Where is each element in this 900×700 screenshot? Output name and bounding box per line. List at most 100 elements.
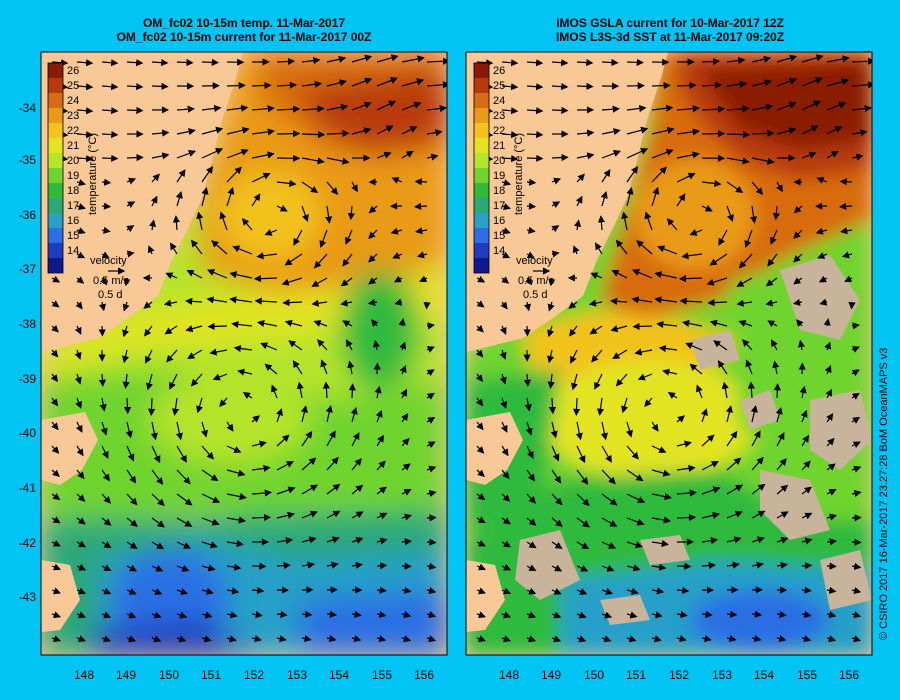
right-velocity-arrow [651, 104, 674, 112]
left-velocity-arrow [176, 493, 193, 506]
left-velocity-arrow [226, 539, 244, 548]
right-map-panel [465, 51, 873, 656]
right-velocity-arrow [551, 177, 562, 185]
left-velocity-arrow [288, 340, 303, 351]
left-velocity-arrow [51, 469, 60, 478]
right-velocity-arrow [601, 517, 618, 527]
left-velocity-legend: velocity 0.5 m/s 0.5 d [90, 255, 130, 301]
left-velocity-arrow [101, 107, 119, 115]
right-no-data-patches [515, 255, 872, 625]
right-colorbar-swatch [474, 153, 489, 168]
left-velocity-arrow [351, 432, 360, 447]
left-velocity-arrow [241, 218, 253, 231]
left-velocity-arrow [342, 320, 353, 328]
left-velocity-arrow [76, 564, 87, 571]
right-velocity-arrow [548, 397, 557, 415]
right-velocity-arrow [701, 204, 713, 212]
right-velocity-arrow [637, 373, 653, 381]
left-velocity-arrow [376, 77, 398, 87]
right-velocity-arrow [765, 277, 778, 287]
left-velocity-arrow [426, 369, 435, 377]
left-velocity-arrow [176, 445, 187, 463]
right-velocity-arrow [726, 610, 738, 618]
left-velocity-arrow [101, 635, 112, 643]
right-velocity-arrow [701, 561, 716, 570]
right-velocity-arrow [726, 205, 734, 223]
right-velocity-arrow [801, 54, 824, 63]
left-velocity-arrow [326, 79, 347, 87]
right-velocity-arrow [726, 536, 742, 544]
left-velocity-arrow [175, 421, 183, 441]
left-velocity-arrow [151, 565, 164, 572]
left-velocity-arrow [276, 434, 290, 447]
left-velocity-arrow [151, 82, 169, 90]
right-colorbar-swatch [474, 168, 489, 183]
left-velocity-arrow [201, 187, 209, 207]
right-velocity-arrow [736, 299, 753, 307]
left-velocity-arrow [251, 489, 273, 497]
left-velocity-arrow [171, 397, 180, 416]
right-velocity-arrow [801, 434, 810, 447]
left-velocity-arrow [401, 635, 412, 643]
left-velocity-arrow [276, 610, 288, 618]
right-velocity-arrow [501, 131, 519, 139]
left-colorbar-swatch [48, 123, 63, 138]
right-colorbar-tick: 21 [493, 140, 505, 152]
left-velocity-arrow [281, 277, 303, 286]
right-velocity-arrow [576, 588, 588, 595]
right-velocity-arrow [826, 513, 837, 521]
right-velocity-arrow [615, 373, 628, 387]
left-velocity-arrow [426, 153, 439, 161]
right-velocity-arrow [654, 296, 678, 304]
right-velocity-arrow [500, 421, 508, 433]
left-velocity-arrow [151, 469, 164, 485]
right-velocity-arrow [626, 469, 644, 482]
left-velocity-arrow [260, 342, 278, 351]
left-velocity-arrow [401, 78, 425, 87]
left-velocity-arrow [376, 434, 385, 447]
right-lon-label: 155 [796, 668, 818, 682]
left-velocity-arrow [150, 421, 158, 441]
left-velocity-arrow [99, 277, 107, 286]
right-colorbar-tick: 18 [493, 185, 505, 197]
right-velocity-arrow [776, 458, 787, 471]
left-velocity-arrow [251, 586, 265, 595]
right-velocity-arrow [601, 635, 612, 643]
right-velocity-arrow [776, 181, 783, 193]
right-velocity-arrow [775, 406, 783, 423]
right-velocity-arrow [476, 492, 486, 501]
right-velocity-arrow [695, 384, 703, 399]
right-velocity-arrow [476, 611, 486, 619]
left-velocity-arrow [426, 465, 437, 473]
right-velocity-arrow [844, 275, 853, 282]
right-velocity-arrow [651, 611, 663, 619]
right-velocity-arrow [701, 610, 713, 618]
right-velocity-arrow [721, 381, 729, 399]
left-velocity-arrow [144, 325, 153, 337]
right-colorbar-tick: 26 [493, 65, 505, 77]
left-velocity-arrow [176, 541, 192, 549]
left-velocity-arrow [301, 130, 326, 139]
right-velocity-arrow [636, 240, 653, 255]
left-velocity-arrow [172, 215, 180, 231]
right-velocity-arrow [772, 360, 780, 375]
left-velocity-arrow [394, 298, 403, 306]
left-velocity-arrow [426, 392, 435, 400]
left-colorbar-swatch [48, 228, 63, 243]
left-velocity-arrow [151, 588, 163, 595]
right-lon-label: 151 [625, 668, 647, 682]
left-velocity-arrow [201, 58, 219, 66]
left-velocity-arrow [374, 385, 382, 399]
right-velocity-arrow [626, 165, 639, 183]
left-velocity-arrow [51, 563, 61, 571]
right-velocity-arrow [656, 320, 678, 329]
right-velocity-arrow [601, 58, 619, 67]
left-velocity-arrow [165, 272, 178, 280]
right-velocity-arrow [681, 252, 703, 260]
right-colorbar-swatch [474, 123, 489, 138]
right-velocity-arrow [476, 635, 486, 643]
left-velocity-arrow [51, 516, 61, 524]
left-velocity-arrow [201, 564, 216, 572]
right-velocity-arrow [747, 381, 755, 399]
right-velocity-arrow [751, 483, 766, 495]
